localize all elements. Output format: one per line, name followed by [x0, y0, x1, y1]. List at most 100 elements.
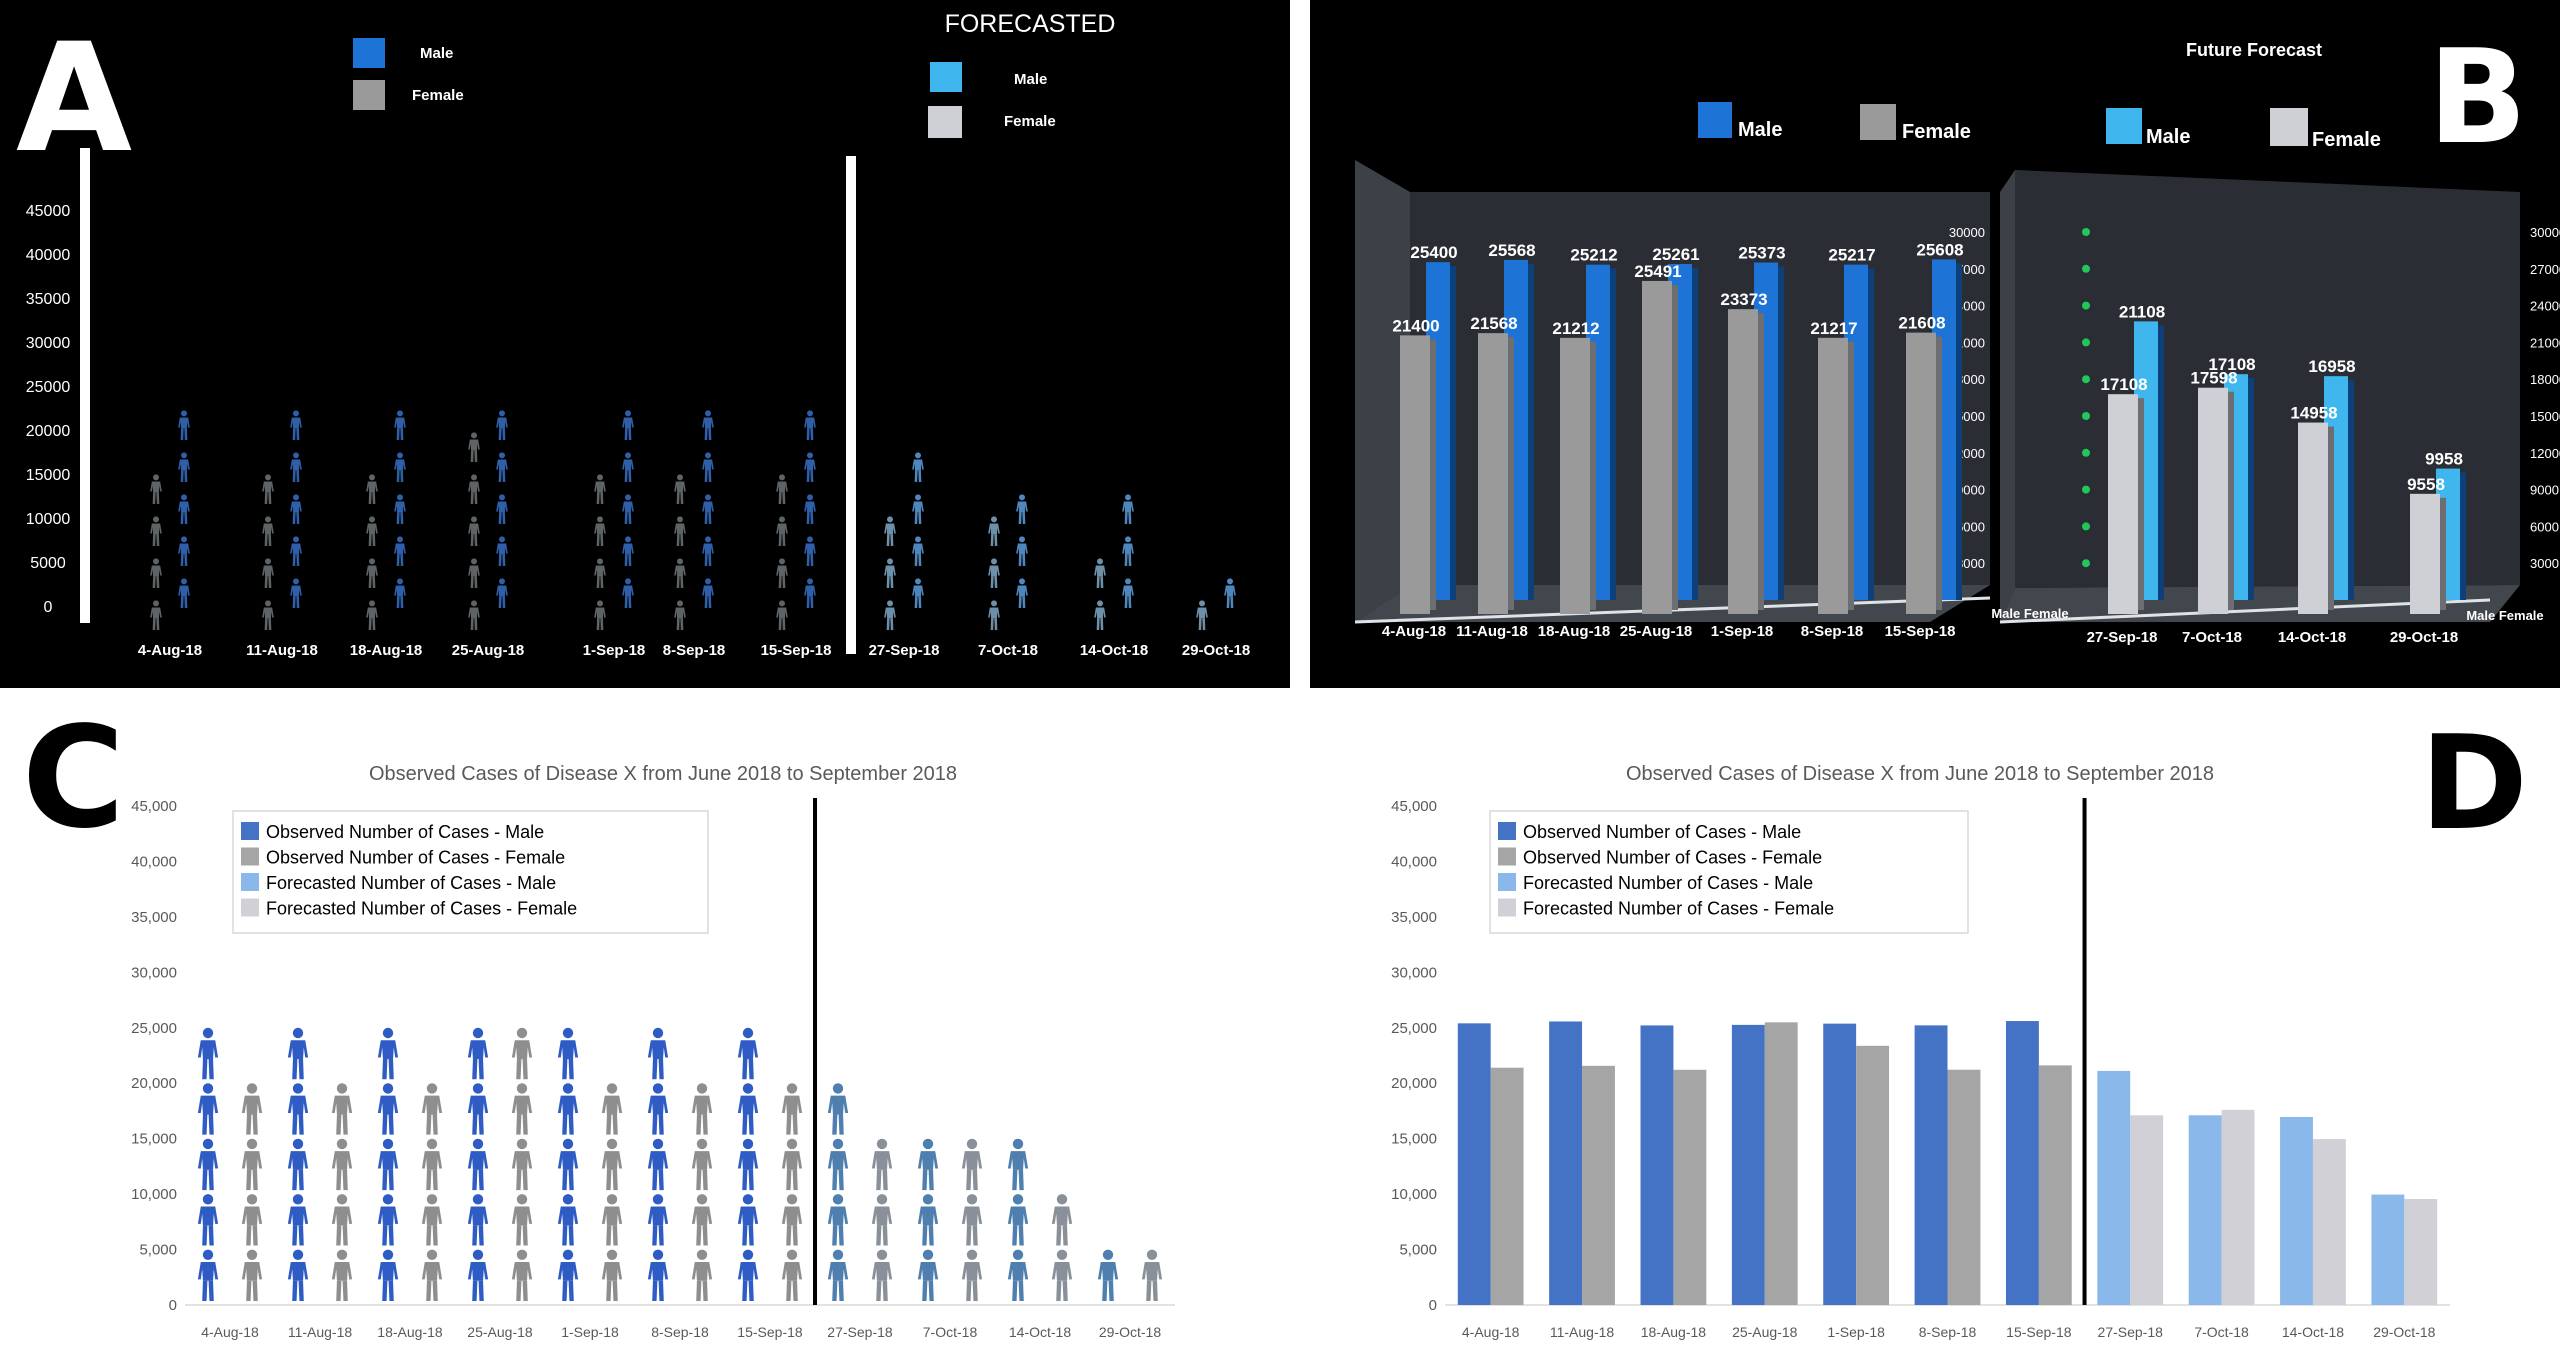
- female-bar-side: [1430, 339, 1436, 610]
- male-figure: [197, 1194, 219, 1246]
- male-figure: [827, 1194, 849, 1246]
- y-tick-label: 30,000: [131, 964, 177, 981]
- male-bar-side: [1956, 263, 1962, 600]
- male-figure: [702, 536, 714, 566]
- legend-label: Female: [1902, 121, 1971, 143]
- female-bar-side: [1758, 313, 1764, 610]
- male-figure: [557, 1027, 579, 1080]
- female-figure: [691, 1194, 713, 1246]
- y-tick-marker: [2082, 412, 2090, 420]
- x-tick-label: 18-Aug-18: [350, 642, 423, 659]
- legend-label: Male: [1738, 119, 1782, 141]
- female-figure: [421, 1249, 443, 1301]
- male-figure: [1016, 536, 1028, 566]
- y-tick-label-left: 9000: [1956, 483, 1985, 498]
- female-bar: [1818, 337, 1848, 614]
- female-bar-side: [1672, 284, 1678, 610]
- male-figure: [827, 1138, 849, 1191]
- male-figure: [377, 1194, 399, 1246]
- male-data-label: 25212: [1570, 246, 1617, 265]
- male-figure: [647, 1027, 669, 1080]
- legend-swatch-male: [353, 38, 385, 68]
- x-tick-label: 11-Aug-18: [246, 642, 318, 659]
- female-figure: [884, 516, 896, 546]
- legend-label: Male: [1014, 71, 1047, 88]
- male-figure: [647, 1194, 669, 1246]
- y-tick-marker: [2082, 559, 2090, 568]
- female-figure: [884, 558, 896, 588]
- panel-c-chart: Observed Cases of Disease X from June 20…: [22, 697, 1175, 1340]
- x-tick-label: 14-Oct-18: [2282, 1324, 2344, 1340]
- legend-swatch: [1498, 898, 1516, 917]
- male-figure: [912, 536, 924, 566]
- female-figure: [511, 1027, 533, 1080]
- x-tick-label: 11-Aug-18: [288, 1324, 353, 1340]
- female-figure: [150, 474, 162, 504]
- male-figure: [287, 1083, 309, 1135]
- male-figure: [737, 1194, 759, 1246]
- panel-c-pictograph: Observed Cases of Disease X from June 20…: [0, 688, 1280, 1355]
- male-figure: [557, 1083, 579, 1135]
- male-figure: [804, 578, 816, 608]
- y-tick-marker: [2082, 485, 2090, 494]
- female-figure: [331, 1249, 353, 1301]
- y-tick-label: 20000: [26, 423, 71, 440]
- female-figure: [241, 1194, 263, 1246]
- y-tick-label: 45000: [26, 203, 71, 220]
- female-figure: [366, 600, 378, 630]
- female-bar: [1764, 1022, 1798, 1305]
- axis-end-label: Male Female: [2466, 608, 2543, 623]
- legend-label: Forecasted Number of Cases - Male: [266, 873, 556, 893]
- female-bar: [2108, 394, 2138, 614]
- female-bar-side: [2440, 497, 2446, 610]
- x-tick-label: 15-Sep-18: [761, 642, 832, 659]
- female-bar: [2312, 1139, 2346, 1305]
- male-figure: [377, 1083, 399, 1135]
- x-tick-label: 25-Aug-18: [1732, 1324, 1798, 1340]
- female-figure: [776, 558, 788, 588]
- y-tick-marker: [2082, 228, 2090, 236]
- y-tick-label-right: 3000: [2530, 556, 2559, 571]
- male-data-label: 16958: [2308, 357, 2355, 376]
- female-figure: [776, 516, 788, 546]
- y-tick-marker: [2082, 375, 2090, 384]
- female-figure: [601, 1138, 623, 1191]
- male-bar: [1731, 1024, 1765, 1305]
- female-figure: [601, 1083, 623, 1135]
- male-figure: [467, 1083, 489, 1135]
- male-bar: [2188, 1115, 2222, 1305]
- legend-label: Observed Number of Cases - Female: [1523, 848, 1822, 868]
- female-data-label: 14958: [2290, 404, 2337, 423]
- panel-a-vr-pictograph: 0 5000 10000 15000 20000 25000 30000 35000 40000…: [0, 0, 1290, 688]
- male-figure: [1122, 536, 1134, 566]
- y-tick-label-right: 27000: [2530, 262, 2560, 277]
- male-data-label: 25373: [1738, 244, 1785, 263]
- female-figure: [331, 1194, 353, 1246]
- male-figure: [622, 536, 634, 566]
- female-figure: [674, 516, 686, 546]
- male-figure: [647, 1249, 669, 1301]
- x-tick-label: 29-Oct-18: [2390, 629, 2458, 646]
- y-tick-label: 5000: [30, 555, 66, 572]
- female-bar: [2198, 387, 2228, 614]
- male-bar-side: [2348, 380, 2354, 600]
- panel-letter: B: [2428, 21, 2527, 173]
- x-tick-label: 29-Oct-18: [2373, 1324, 2435, 1340]
- female-figure: [871, 1194, 893, 1246]
- male-figure: [178, 410, 190, 440]
- male-figure: [394, 410, 406, 440]
- male-figure: [394, 578, 406, 608]
- female-figure: [594, 600, 606, 630]
- male-figure: [917, 1249, 939, 1301]
- female-figure: [366, 474, 378, 504]
- male-figure: [467, 1027, 489, 1080]
- female-bar: [2130, 1115, 2164, 1305]
- male-data-label: 21108: [2119, 302, 2165, 321]
- male-bar: [2371, 1194, 2405, 1305]
- male-bar-side: [1450, 266, 1456, 600]
- male-bar-side: [1610, 268, 1616, 600]
- female-figure: [511, 1138, 533, 1191]
- male-figure: [1122, 494, 1134, 524]
- forecast-x-axis-line: [1999, 598, 2491, 624]
- female-figure: [601, 1249, 623, 1301]
